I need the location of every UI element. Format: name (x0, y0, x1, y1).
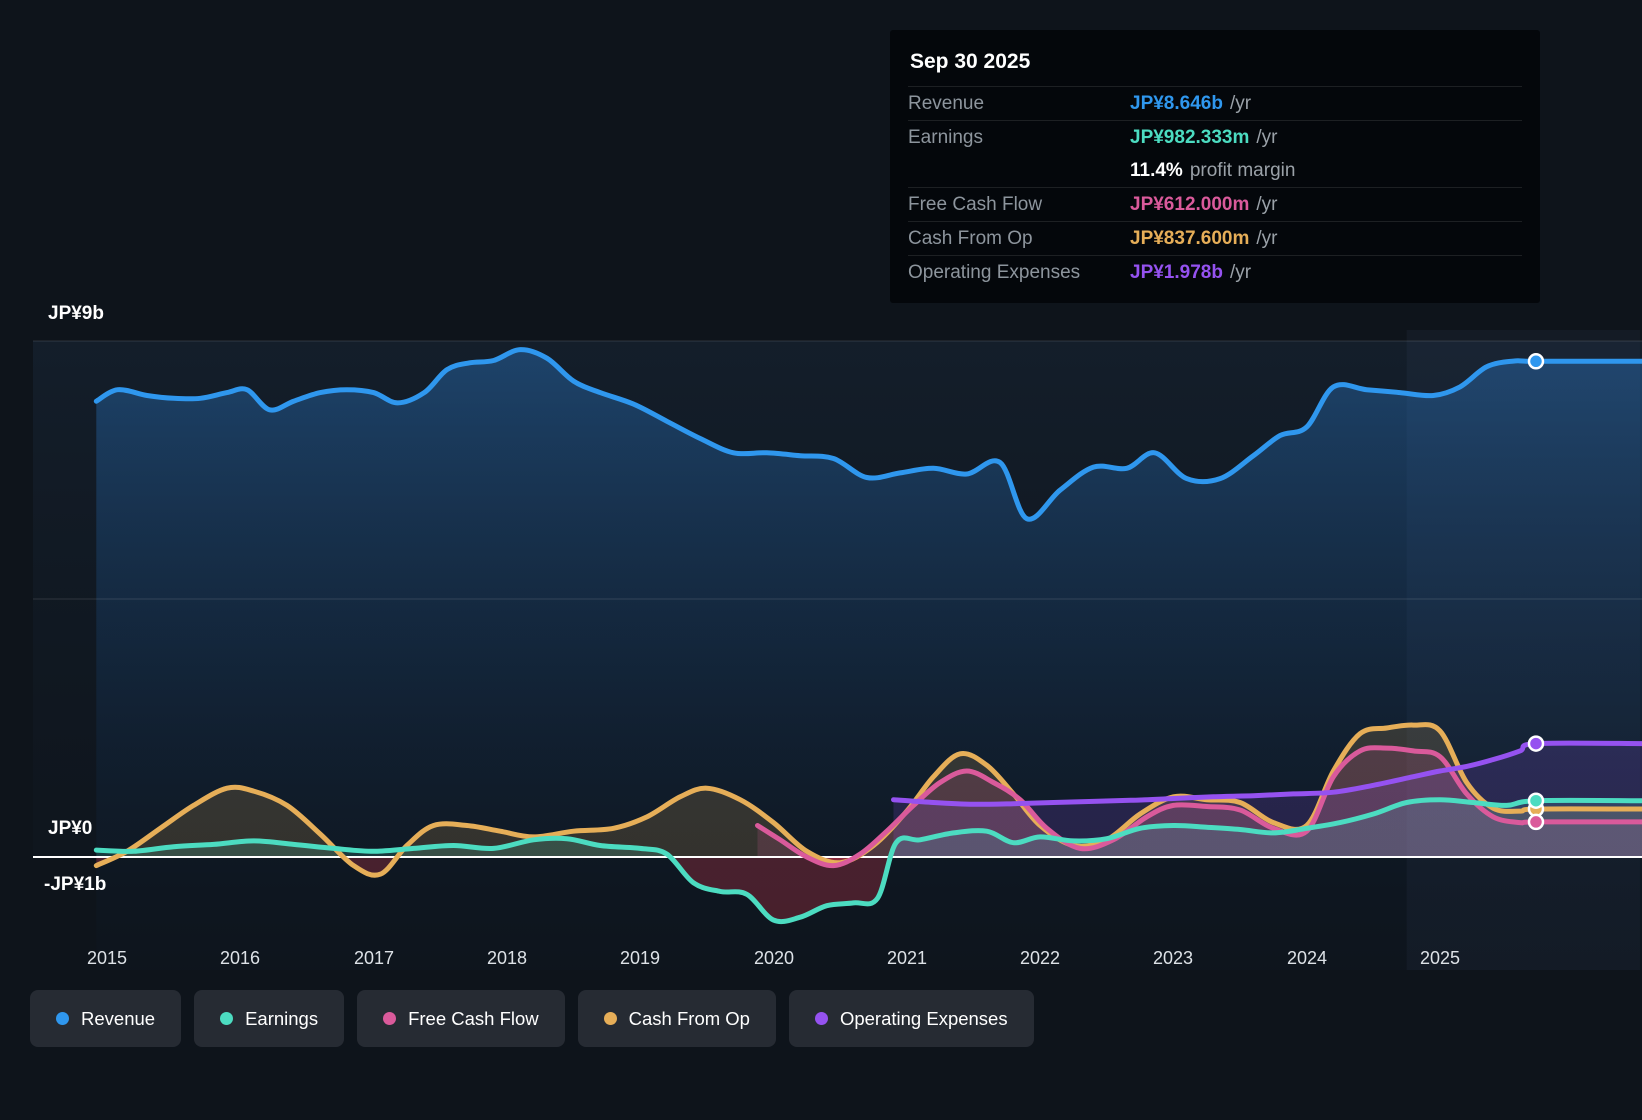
tooltip-row-free-cash-flow: Free Cash Flow JP¥612.000m /yr (908, 187, 1522, 221)
legend-item-cash-from-op[interactable]: Cash From Op (577, 990, 776, 1047)
tooltip-suffix: profit margin (1189, 159, 1296, 181)
y-axis-label-neg-1b: -JP¥1b (44, 874, 107, 895)
chart-canvas[interactable] (0, 330, 1642, 970)
tooltip-row-operating-expenses: Operating Expenses JP¥1.978b /yr (908, 255, 1522, 289)
legend-bar: Revenue Earnings Free Cash Flow Cash Fro… (30, 990, 1034, 1047)
y-axis-label-9b: JP¥9b (48, 303, 104, 324)
tooltip-value: 11.4% (1130, 159, 1183, 181)
legend-label: Cash From Op (628, 1007, 750, 1029)
legend-label: Earnings (245, 1007, 319, 1029)
revenue-dot-icon (56, 1012, 69, 1025)
tooltip-suffix: /yr (1256, 227, 1278, 249)
free-cash-flow-dot-icon (383, 1012, 397, 1025)
tooltip-row-earnings: Earnings JP¥982.333m /yr (908, 120, 1522, 154)
y-axis-label-zero: JP¥0 (48, 818, 93, 839)
tooltip-row-revenue: Revenue JP¥8.646b /yr (908, 86, 1522, 120)
tooltip-suffix: /yr (1229, 261, 1252, 283)
tooltip-suffix: /yr (1229, 92, 1252, 114)
legend-item-operating-expenses[interactable]: Operating Expenses (788, 990, 1034, 1047)
operating-expenses-dot-icon (814, 1012, 828, 1025)
tooltip-label: Earnings (908, 126, 983, 148)
tooltip-suffix: /yr (1256, 193, 1278, 215)
legend-item-earnings[interactable]: Earnings (194, 990, 345, 1047)
tooltip-label: Revenue (908, 92, 985, 114)
legend-label: Operating Expenses (839, 1007, 1008, 1029)
legend-item-revenue[interactable]: Revenue (30, 990, 182, 1047)
legend-item-free-cash-flow[interactable]: Free Cash Flow (357, 990, 565, 1047)
tooltip-date: Sep 30 2025 (910, 50, 1031, 73)
tooltip-row-profit-margin: 11.4% profit margin (908, 154, 1522, 187)
legend-label: Revenue (81, 1007, 156, 1029)
tooltip-value: JP¥8.646b (1130, 92, 1223, 114)
tooltip-label: Operating Expenses (908, 261, 1081, 283)
legend-label: Free Cash Flow (408, 1007, 539, 1029)
data-tooltip: Sep 30 2025 Revenue JP¥8.646b /yr Earnin… (890, 30, 1540, 303)
cash-from-op-dot-icon (603, 1012, 617, 1025)
tooltip-value: JP¥612.000m (1130, 193, 1250, 215)
tooltip-label: Free Cash Flow (908, 193, 1043, 215)
tooltip-row-cash-from-op: Cash From Op JP¥837.600m /yr (908, 221, 1522, 255)
tooltip-value: JP¥1.978b (1130, 261, 1223, 283)
tooltip-value: JP¥837.600m (1130, 227, 1250, 249)
earnings-dot-icon (220, 1012, 234, 1025)
tooltip-suffix: /yr (1256, 126, 1278, 148)
tooltip-value: JP¥982.333m (1130, 126, 1250, 148)
tooltip-label: Cash From Op (908, 227, 1033, 249)
